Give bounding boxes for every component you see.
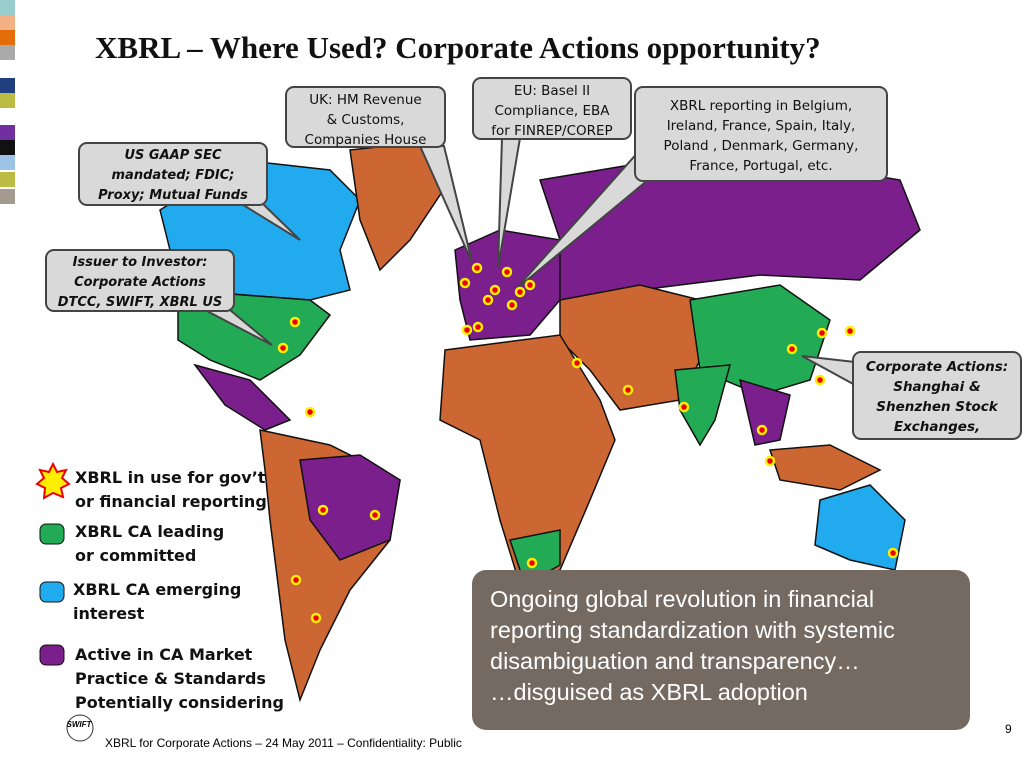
usage-marker: [489, 284, 501, 296]
callout-line: Compliance, EBA: [494, 103, 610, 119]
usage-marker: [814, 374, 826, 386]
usage-marker: [764, 455, 776, 467]
usage-marker: [290, 574, 302, 586]
callout-line: for FINREP/COREP: [491, 123, 613, 139]
legend-line: interest: [73, 604, 145, 623]
legend-line: XBRL CA emerging: [73, 580, 242, 599]
callout-line: & Customs,: [326, 112, 405, 128]
legend-swatch: [39, 581, 65, 603]
legend-entry: XBRL in use for gov’t or financial report…: [75, 466, 267, 514]
callout: XBRL reporting in Belgium, Ireland, Franc…: [634, 86, 888, 182]
callout-line: Companies House: [304, 132, 427, 148]
usage-marker: [501, 266, 513, 278]
side-strip: [0, 0, 15, 204]
summary-box: Ongoing global revolution in financial re…: [472, 570, 970, 730]
callout-line: Issuer to Investor:: [72, 255, 208, 270]
usage-marker: [317, 504, 329, 516]
usage-marker: [472, 321, 484, 333]
usage-marker: [289, 316, 301, 328]
summary-line: …disguised as XBRL adoption: [490, 679, 808, 705]
callout-line: Shenzhen Stock: [876, 399, 998, 415]
legend-entry: Active in CA Market Practice & Standards P…: [75, 643, 284, 715]
callout-line: mandated; FDIC;: [111, 168, 235, 183]
callout-line: Corporate Actions: [74, 275, 206, 290]
legend-line: or committed: [75, 546, 197, 565]
usage-marker: [482, 294, 494, 306]
legend-entry: XBRL CA leading or committed: [75, 520, 224, 568]
callout-line: XBRL reporting in Belgium,: [669, 98, 853, 114]
callout-line: Poland , Denmark, Germany,: [663, 138, 859, 154]
legend-line: Practice & Standards: [75, 669, 266, 688]
callout-pointers: [204, 137, 856, 387]
legend-entry: XBRL CA emerging interest: [73, 578, 241, 626]
usage-marker: [816, 327, 828, 339]
legend-line: XBRL in use for gov’t: [75, 468, 266, 487]
legend-line: Potentially considering: [75, 693, 284, 712]
footer: XBRL for Corporate Actions – 24 May 2011…: [105, 736, 462, 750]
logo-circle: [66, 714, 94, 742]
legend-line: Active in CA Market: [75, 645, 253, 664]
summary-line: reporting standardization with systemic: [490, 617, 895, 643]
usage-marker: [506, 299, 518, 311]
callout-line: Shanghai &: [893, 379, 981, 395]
callout-line: UK: HM Revenue: [309, 92, 422, 108]
usage-marker: [461, 324, 473, 336]
usage-marker: [471, 262, 483, 274]
usage-markers: [277, 262, 899, 624]
summary-line: Ongoing global revolution in financial: [490, 586, 875, 612]
summary-line: disambiguation and transparency…: [490, 648, 860, 674]
usage-marker: [459, 277, 471, 289]
callout-line: US GAAP SEC: [124, 148, 222, 163]
countries: [159, 139, 921, 703]
usage-marker: [304, 406, 316, 418]
callout-line: DTCC, SWIFT, XBRL US: [57, 295, 223, 310]
usage-marker: [844, 325, 856, 337]
usage-marker: [756, 424, 768, 436]
usage-marker: [526, 557, 538, 569]
slide-title: XBRL – Where Used? Corporate Actions opp…: [95, 30, 821, 65]
usage-marker: [369, 509, 381, 521]
usage-marker: [622, 384, 634, 396]
page-number: 9: [1005, 722, 1012, 736]
legend-line: or financial reporting: [75, 492, 267, 511]
usage-marker: [887, 547, 899, 559]
callout-line: Ireland, France, Spain, Italy,: [666, 118, 856, 134]
callout-line: Corporate Actions:: [865, 359, 1009, 375]
usage-marker: [524, 279, 536, 291]
legend-swatch: [39, 523, 65, 545]
legend-line: XBRL CA leading: [75, 522, 225, 541]
usage-marker: [277, 342, 289, 354]
callout: EU: Basel II Compliance, EBA for FINREP/CO…: [472, 77, 632, 140]
callout: Corporate Actions: Shanghai & Shenzhen Sto…: [852, 351, 1022, 440]
callout-line: Proxy; Mutual Funds: [98, 188, 248, 203]
legend-swatch: [39, 644, 65, 666]
legend-icons: [35, 462, 71, 666]
callout-line: EU: Basel II: [513, 83, 591, 99]
callout: US GAAP SEC mandated; FDIC; Proxy; Mutual …: [78, 142, 268, 206]
callout: Issuer to Investor: Corporate Actions DTCC…: [45, 249, 235, 312]
callout-line: France, Portugal, etc.: [689, 158, 833, 174]
callout: UK: HM Revenue & Customs, Companies House: [285, 86, 446, 148]
callout-line: Exchanges,: [893, 419, 981, 435]
usage-marker: [514, 286, 526, 298]
usage-marker: [571, 357, 583, 369]
usage-marker: [678, 401, 690, 413]
legend-star: [35, 462, 71, 500]
usage-marker: [310, 612, 322, 624]
usage-marker: [786, 343, 798, 355]
logo-text: SWIFT: [66, 720, 92, 729]
